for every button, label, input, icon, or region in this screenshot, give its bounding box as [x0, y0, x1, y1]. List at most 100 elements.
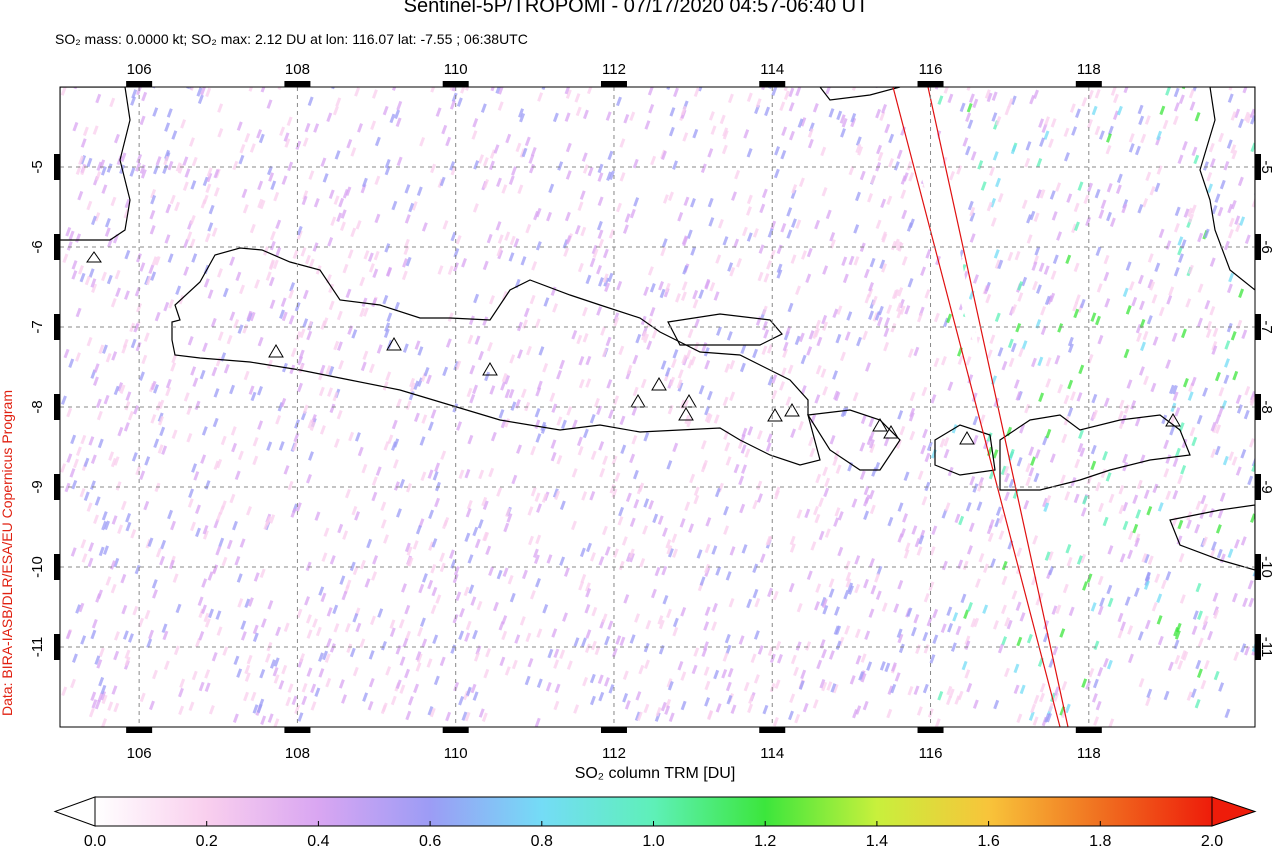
pixel: [336, 310, 343, 321]
pixel: [91, 699, 98, 709]
pixel: [834, 507, 841, 517]
pixel: [372, 555, 379, 565]
pixel: [556, 455, 563, 465]
pixel: [120, 573, 127, 584]
pixel: [540, 421, 547, 432]
pixel: [1140, 341, 1146, 352]
pixel: [1097, 334, 1104, 345]
pixel: [503, 522, 510, 533]
pixel: [213, 187, 220, 197]
pixel: [581, 637, 587, 648]
pixel: [256, 129, 263, 139]
pixel: [1214, 445, 1221, 456]
pixel: [159, 555, 166, 566]
pixel: [223, 363, 230, 374]
pixel: [602, 273, 609, 283]
pixel: [734, 169, 741, 180]
pixel: [922, 631, 929, 642]
pixel: [1104, 298, 1111, 308]
pixel: [367, 700, 374, 711]
pixel: [1026, 214, 1032, 224]
pixel: [1248, 438, 1255, 448]
pixel: [571, 520, 577, 531]
pixel: [165, 203, 172, 214]
pixel: [834, 606, 840, 616]
pixel: [855, 191, 861, 202]
pixel: [132, 605, 139, 616]
pixel: [66, 453, 73, 463]
pixel: [1098, 502, 1104, 513]
pixel: [1125, 261, 1132, 271]
pixel: [802, 702, 809, 713]
pixel: [112, 234, 119, 244]
pixel: [766, 260, 772, 270]
pixel: [752, 499, 759, 510]
pixel: [75, 604, 82, 614]
y-tick-label: -10: [29, 556, 46, 578]
pixel: [1242, 597, 1249, 608]
pixel: [672, 626, 679, 637]
pixel: [1139, 318, 1146, 329]
pixel: [151, 256, 158, 266]
pixel: [384, 158, 391, 169]
pixel: [668, 712, 675, 723]
pixel: [1165, 571, 1172, 581]
pixel: [1039, 137, 1045, 147]
pixel: [374, 175, 381, 186]
pixel: [1197, 637, 1204, 648]
pixel: [374, 213, 381, 224]
pixel: [1055, 604, 1062, 614]
pixel: [924, 289, 931, 299]
coastline: [1169, 504, 1255, 571]
pixel: [266, 359, 273, 370]
pixel: [632, 386, 639, 397]
pixel: [71, 479, 78, 490]
pixel: [211, 366, 218, 377]
pixel: [1035, 284, 1042, 294]
pixel: [299, 653, 305, 663]
pixel: [153, 438, 160, 448]
pixel: [1174, 407, 1181, 417]
pixel: [962, 137, 969, 147]
pixel: [98, 344, 105, 354]
pixel: [428, 509, 435, 520]
pixel: [713, 414, 720, 424]
pixel: [93, 376, 99, 386]
pixel: [148, 264, 155, 275]
pixel: [883, 436, 890, 447]
pixel: [746, 194, 753, 205]
pixel: [1182, 377, 1189, 388]
pixel: [354, 432, 361, 442]
pixel: [943, 87, 950, 94]
pixel: [234, 555, 241, 566]
colorbar-tick-label: 0.4: [307, 833, 329, 850]
pixel: [1091, 393, 1098, 404]
pixel: [941, 560, 948, 571]
pixel: [1147, 253, 1154, 263]
pixel: [534, 717, 541, 727]
pixel: [1033, 212, 1040, 222]
pixel: [100, 166, 107, 176]
pixel: [382, 294, 389, 305]
pixel: [948, 688, 955, 698]
pixel: [336, 212, 343, 223]
pixel: [323, 527, 330, 537]
pixel: [973, 617, 980, 628]
pixel: [646, 340, 653, 351]
pixel: [1065, 254, 1072, 265]
pixel: [842, 273, 849, 284]
pixel: [1217, 509, 1224, 519]
pixel: [62, 253, 69, 264]
pixel: [1192, 610, 1199, 620]
pixel: [628, 548, 635, 558]
pixel: [1076, 555, 1083, 565]
pixel: [164, 122, 171, 132]
pixel: [266, 441, 273, 451]
pixel: [1177, 660, 1184, 670]
pixel: [984, 89, 991, 99]
pixel: [913, 613, 920, 624]
pixel: [1202, 387, 1209, 397]
pixel: [421, 222, 428, 232]
pixel: [1134, 417, 1141, 427]
pixel: [406, 546, 413, 556]
